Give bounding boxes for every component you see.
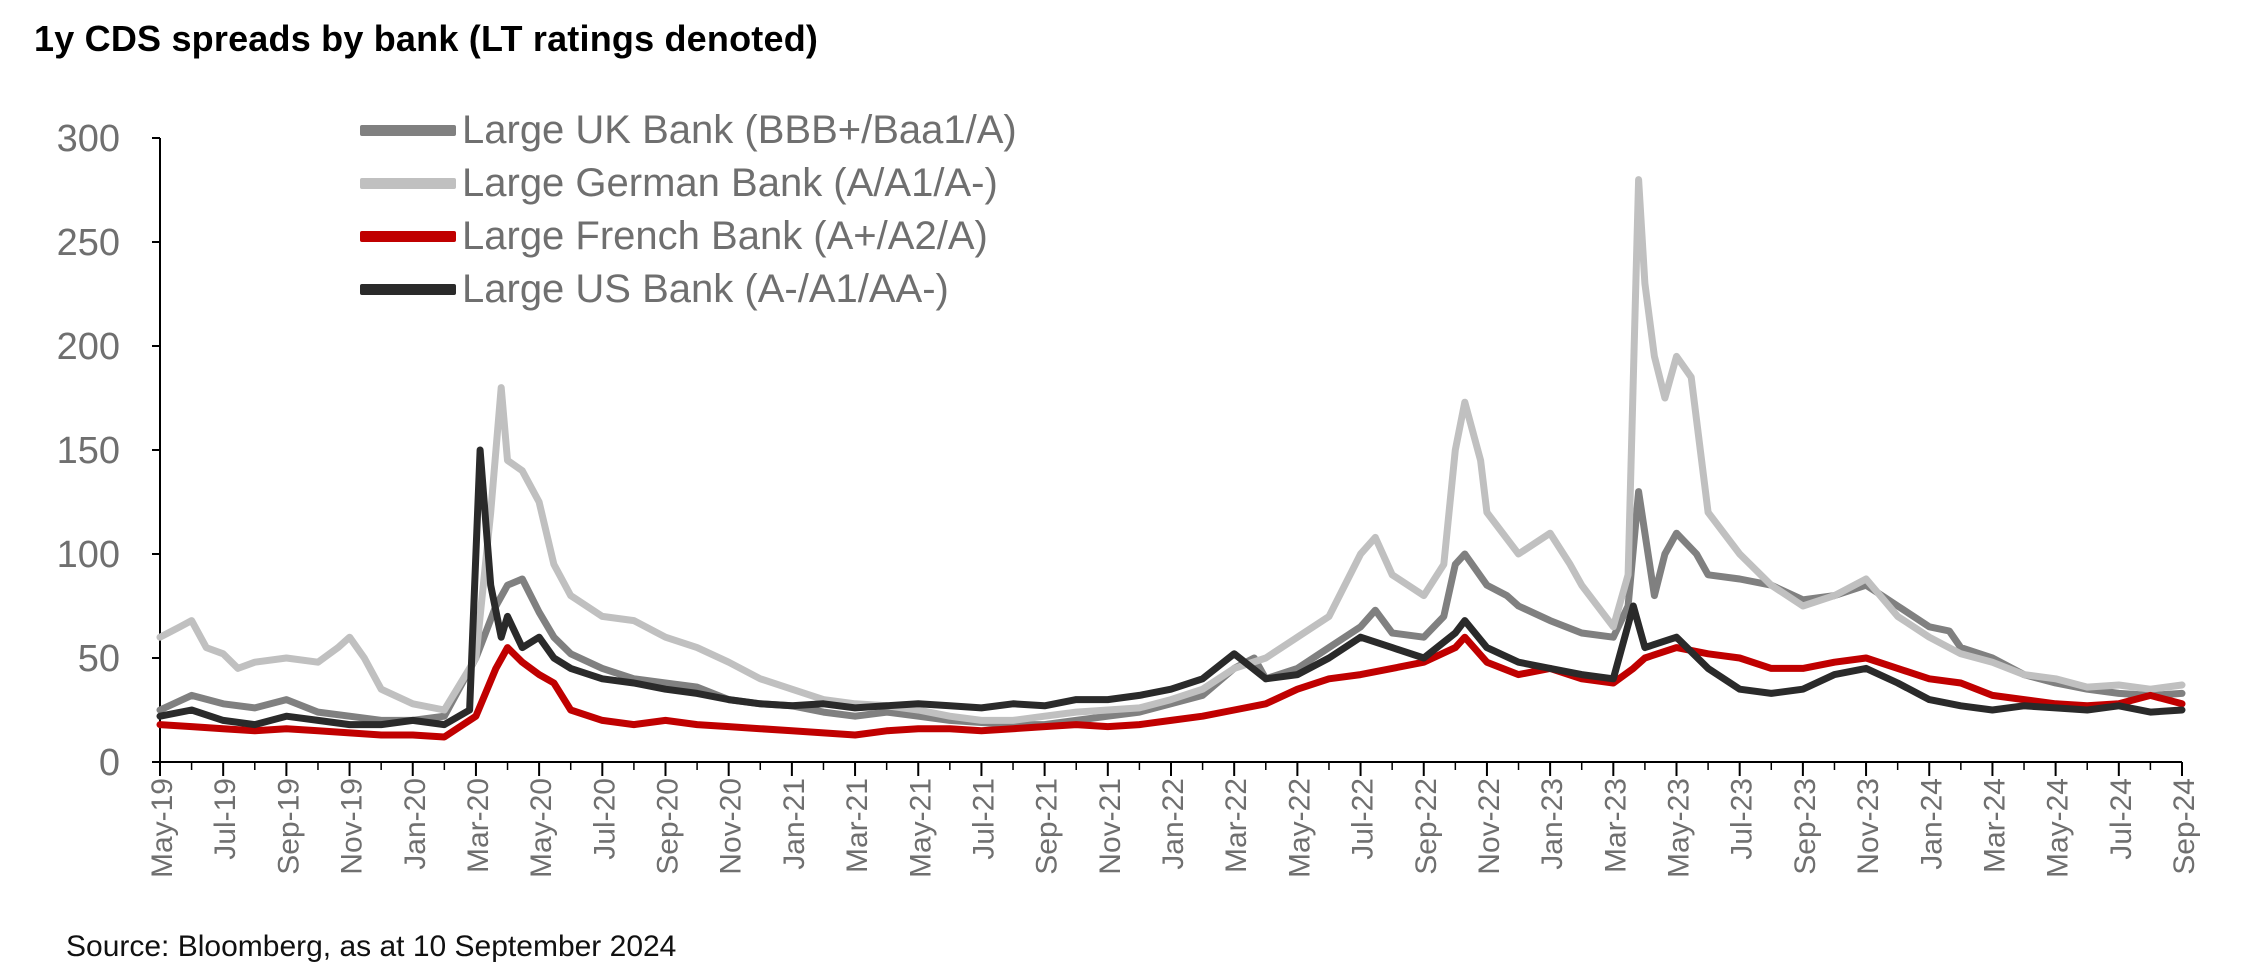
x-tick-label: May-23 [1663,778,1696,878]
legend-label-uk: Large UK Bank (BBB+/Baa1/A) [462,108,1017,152]
x-tick-label: Jan-22 [1157,778,1190,870]
x-tick-label: Jul-21 [967,778,1000,860]
legend-swatch-us [360,284,456,295]
source-note: Source: Bloomberg, as at 10 September 20… [66,930,677,963]
axes: 0 50 100 150 200 250 300 May-19 Jul-19 Sep-19 Nov-… [57,118,2201,878]
x-tick-label: Jul-19 [209,778,242,860]
legend-item-french: Large French Bank (A+/A2/A) [360,210,1017,263]
x-tick-label: Jul-20 [588,778,621,860]
x-tick-label: Sep-21 [1031,778,1064,875]
x-tick-label: Mar-21 [841,778,874,873]
legend-label-german: Large German Bank (A/A1/A-) [462,161,998,205]
legend: Large UK Bank (BBB+/Baa1/A) Large German… [360,104,1017,316]
x-tick-label: Mar-20 [462,778,495,873]
legend-label-french: Large French Bank (A+/A2/A) [462,214,988,258]
x-tick-label: Mar-22 [1220,778,1253,873]
x-tick-label: Mar-24 [1978,778,2011,873]
x-tick-label: Jan-21 [778,778,811,870]
x-tick-label: Sep-20 [652,778,685,875]
legend-swatch-german [360,178,456,189]
x-tick-label: Jan-23 [1536,778,1569,870]
y-tick-label: 300 [57,118,120,160]
x-tick-label: May-21 [904,778,937,878]
y-tick-label: 0 [99,742,120,784]
x-tick-label: Jan-24 [1915,778,1948,870]
x-tick-label: Jul-22 [1347,778,1380,860]
x-tick-label: Nov-19 [336,778,369,875]
legend-label-us: Large US Bank (A-/A1/AA-) [462,267,949,311]
x-tick-label: Mar-23 [1599,778,1632,873]
y-tick-label: 100 [57,534,120,576]
y-tick-label: 50 [78,638,120,680]
chart-title: 1y CDS spreads by bank (LT ratings denot… [34,18,819,59]
y-tick-label: 200 [57,326,120,368]
x-tick-label: Sep-23 [1789,778,1822,875]
x-tick-label: Nov-20 [715,778,748,875]
legend-item-german: Large German Bank (A/A1/A-) [360,157,1017,210]
x-tick-label: Jul-24 [2105,778,2138,860]
x-tick-label: Jul-23 [1726,778,1759,860]
legend-item-uk: Large UK Bank (BBB+/Baa1/A) [360,104,1017,157]
series-line-2 [156,633,2186,741]
x-tick-label: Nov-21 [1094,778,1127,875]
series-line-3 [156,446,2186,729]
x-tick-label: May-22 [1283,778,1316,878]
x-tick-label: May-19 [146,778,179,878]
x-tick-label: May-20 [525,778,558,878]
legend-item-us: Large US Bank (A-/A1/AA-) [360,263,1017,316]
x-tick-label: Sep-22 [1410,778,1443,875]
legend-swatch-french [360,231,456,242]
x-tick-label: Jan-20 [399,778,432,870]
series-line-1 [156,176,2186,724]
x-tick-label: Nov-22 [1473,778,1506,875]
legend-swatch-uk [360,125,456,136]
x-tick-label: Sep-19 [272,778,305,875]
x-tick-label: Nov-23 [1852,778,1885,875]
series-lines [156,176,2186,741]
x-tick-label: May-24 [2042,778,2075,878]
y-tick-label: 150 [57,430,120,472]
x-tick-label: Sep-24 [2168,778,2201,875]
y-tick-label: 250 [57,222,120,264]
